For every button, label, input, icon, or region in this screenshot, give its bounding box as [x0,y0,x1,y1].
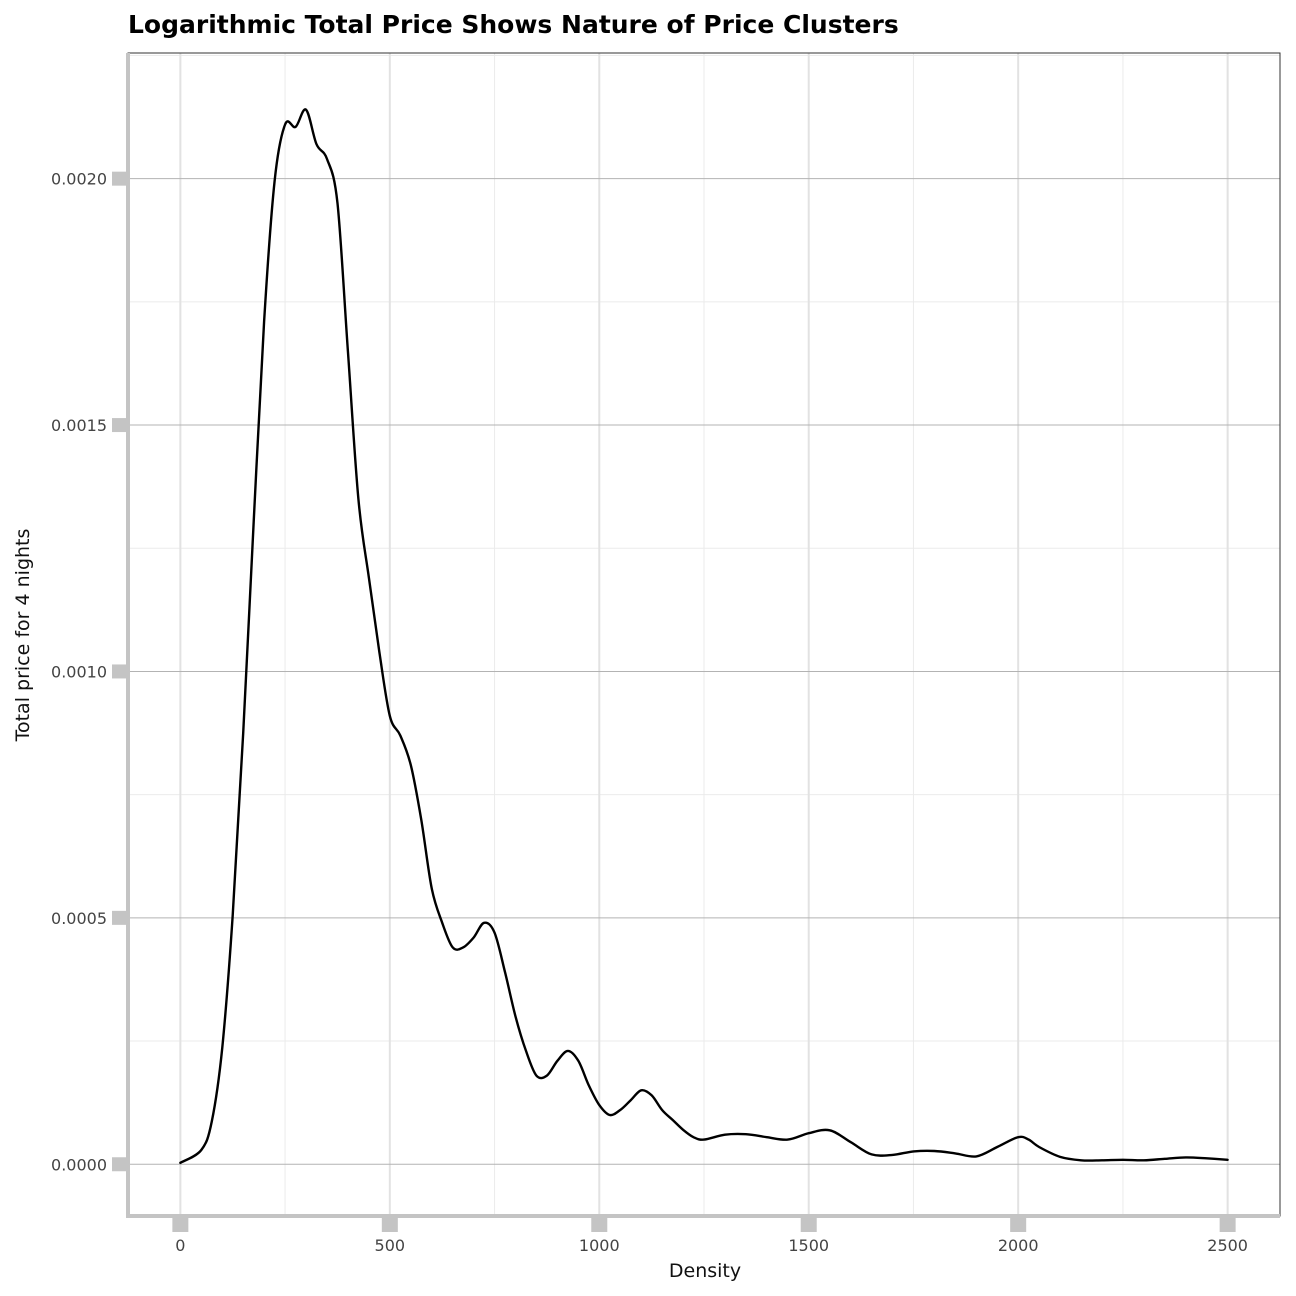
chart-title: Logarithmic Total Price Shows Nature of … [128,10,899,39]
y-axis-label: Total price for 4 nights [12,529,34,743]
x-tick-mark [800,1218,817,1232]
y-tick-label: 0.0000 [51,1155,107,1174]
x-tick-mark [1010,1218,1027,1232]
y-tick-mark [112,1157,127,1172]
density-line [179,108,1229,1164]
x-tick-mark [381,1218,398,1232]
y-tick-mark [112,171,127,186]
x-tick-label: 1000 [579,1236,620,1255]
y-tick-label: 0.0005 [51,909,107,928]
x-tick-label: 2000 [998,1236,1039,1255]
x-axis-label: Density [669,1260,741,1282]
y-tick-label: 0.0020 [51,170,107,189]
y-tick-mark [112,418,127,433]
x-tick-label: 0 [175,1236,185,1255]
x-tick-label: 1500 [788,1236,829,1255]
x-tick-mark [172,1218,189,1232]
y-tick-label: 0.0010 [51,662,107,681]
y-tick-label: 0.0015 [51,416,107,435]
x-tick-label: 500 [375,1236,406,1255]
plot-area: 0.0000 0.0005 0.0010 0.0015 0.0020 0 500 1000 15… [51,52,1281,1255]
y-tick-mark [112,664,127,679]
y-tick-mark [112,910,127,925]
x-tick-label: 2500 [1207,1236,1248,1255]
x-tick-mark [591,1218,608,1232]
x-tick-mark [1219,1218,1236,1232]
